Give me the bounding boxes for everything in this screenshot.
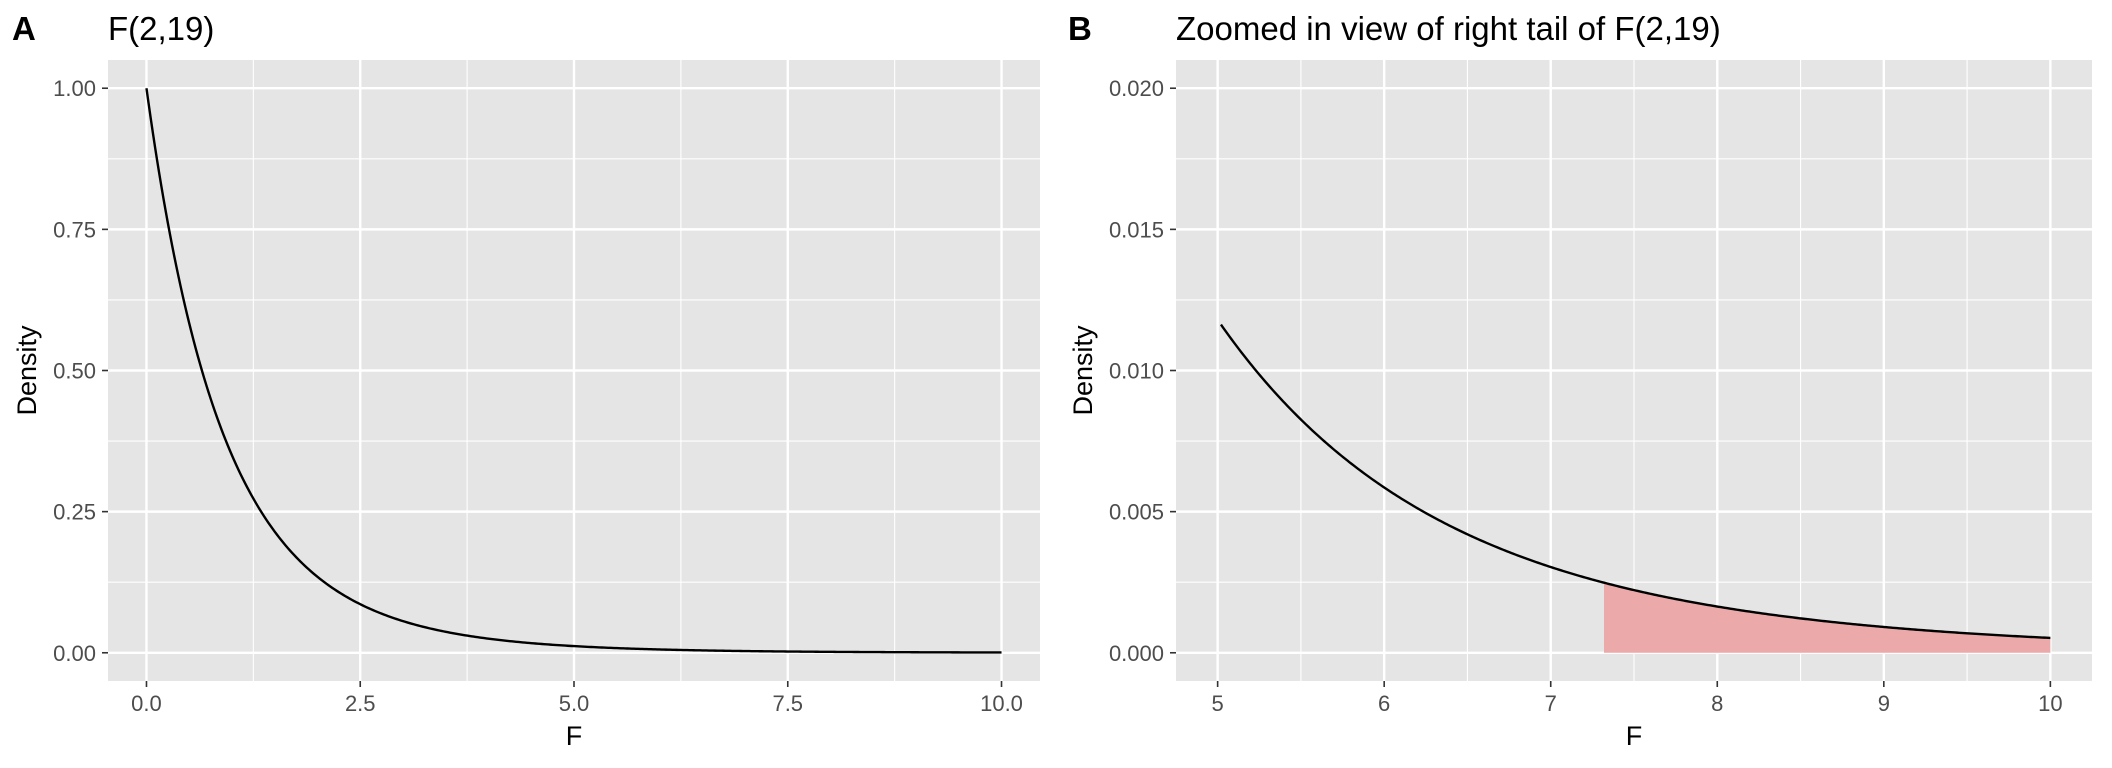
panel-a-x-ticks: 0.0 2.5 5.0 7.5 10.0 (131, 681, 1023, 716)
x-tick-label: 8 (1711, 691, 1723, 716)
shaded-tail-area (1604, 582, 2051, 653)
panel-a-curve (145, 88, 1002, 654)
y-tick-label: 0.75 (53, 217, 96, 242)
y-tick-label: 0.50 (53, 359, 96, 384)
panel-a-title: F(2,19) (108, 10, 214, 47)
x-tick-label: 0.0 (131, 691, 162, 716)
x-tick-label: 10 (2038, 691, 2062, 716)
x-tick-label: 5 (1212, 691, 1224, 716)
x-tick-label: 2.5 (345, 691, 376, 716)
y-tick-label: 0.25 (53, 500, 96, 525)
y-tick-label: 0.000 (1109, 641, 1164, 666)
panel-a-gridlines (108, 60, 1040, 681)
y-tick-label: 0.00 (53, 641, 96, 666)
x-tick-label: 10.0 (980, 691, 1023, 716)
density-curve (145, 88, 1002, 654)
y-tick-label: 0.020 (1109, 76, 1164, 101)
panel-b-shaded-tail (1604, 582, 2051, 653)
panel-a-y-axis-title: Density (12, 325, 42, 416)
x-tick-label: 9 (1878, 691, 1890, 716)
panel-a: A F(2,19) 0.0 2.5 5.0 7.5 10.0 0.000.250.500… (12, 10, 1040, 751)
panel-a-tag: A (12, 10, 36, 47)
panel-b: B Zoomed in view of right tail of F(2,19… (1068, 10, 2092, 751)
panel-b-y-ticks: 0.000 0.005 0.010 0.015 0.020 (1109, 76, 1176, 666)
y-tick-label: 1.00 (53, 76, 96, 101)
panel-a-x-axis-title: F (566, 721, 583, 751)
panel-a-y-ticks: 0.00 0.25 0.50 0.75 1.00 (53, 76, 108, 666)
y-tick-label: 0.005 (1109, 500, 1164, 525)
panel-b-curve (1219, 323, 2051, 640)
panel-b-title: Zoomed in view of right tail of F(2,19) (1176, 10, 1721, 47)
panel-b-tag: B (1068, 10, 1092, 47)
y-tick-label: 0.010 (1109, 359, 1164, 384)
x-tick-label: 7.5 (772, 691, 803, 716)
y-tick-label: 0.015 (1109, 217, 1164, 242)
x-tick-label: 7 (1545, 691, 1557, 716)
density-curve (1219, 323, 2051, 640)
panel-b-x-axis-title: F (1626, 721, 1643, 751)
x-tick-label: 6 (1378, 691, 1390, 716)
x-tick-label: 5.0 (559, 691, 590, 716)
panel-b-y-axis-title: Density (1068, 325, 1098, 416)
panel-b-x-ticks: 5 6 7 8 9 10 (1212, 681, 2063, 716)
